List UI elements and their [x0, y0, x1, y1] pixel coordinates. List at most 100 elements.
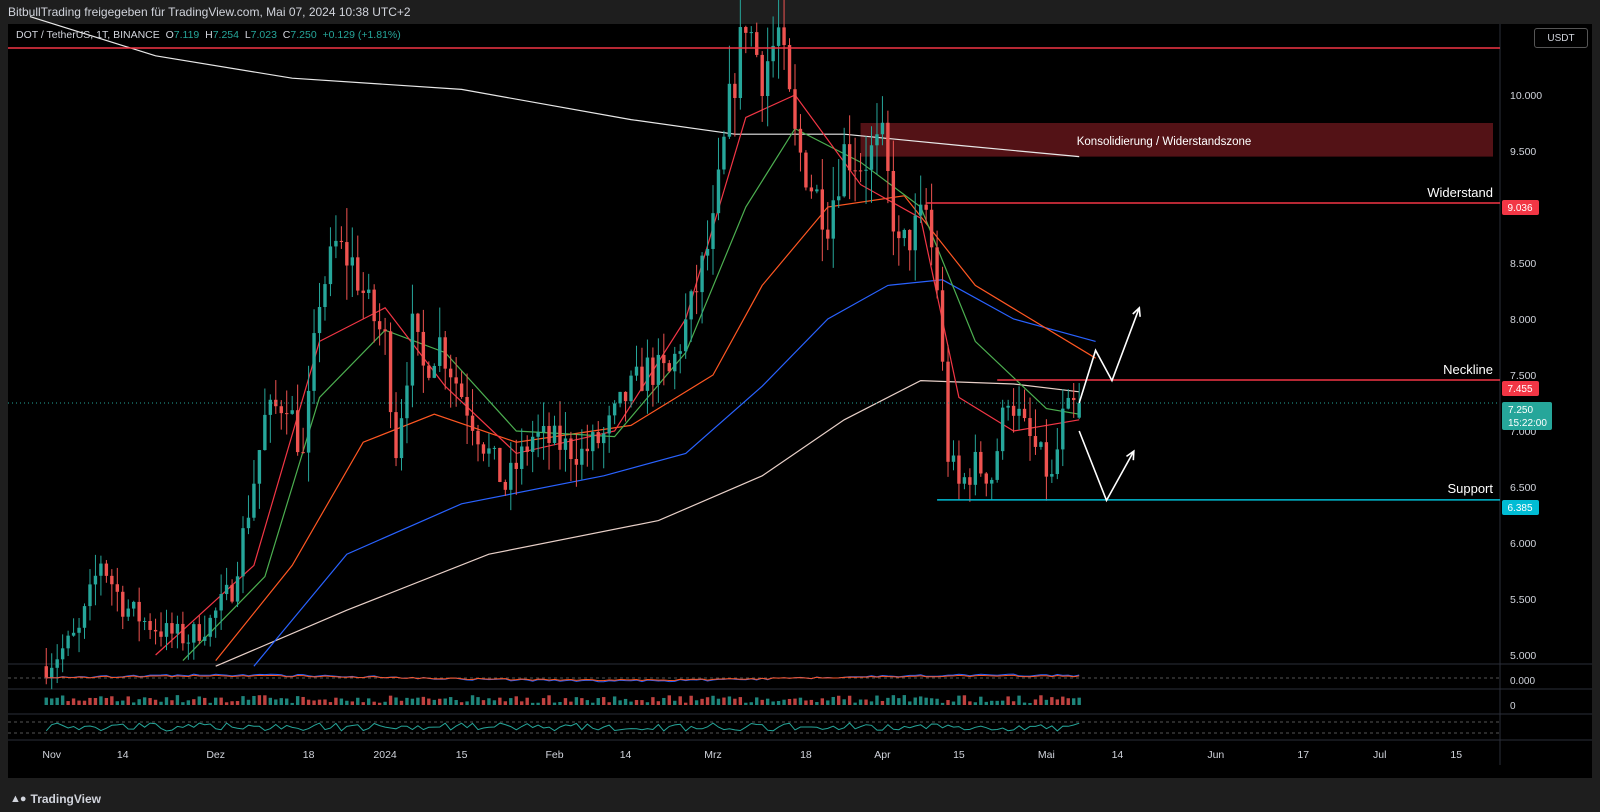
candle-body [634, 366, 639, 376]
candle [1061, 389, 1065, 467]
candle-body [263, 414, 267, 451]
candle-body [224, 584, 229, 595]
candle-body [44, 666, 48, 679]
candle [738, 0, 743, 110]
candle [820, 159, 825, 262]
candle [416, 312, 420, 356]
y-tick-label: 6.500 [1510, 482, 1536, 494]
candle [121, 585, 125, 630]
oscillator-bar [929, 698, 934, 705]
oscillator-bar [951, 701, 956, 705]
candle [536, 414, 540, 458]
oscillator-bar [776, 700, 781, 705]
oscillator-bar [940, 702, 945, 705]
candle-body [858, 170, 863, 172]
y-tick-label: 5.500 [1510, 594, 1536, 606]
oscillator-bar [722, 697, 726, 705]
oscillator-bar [530, 702, 535, 705]
oscillator-bar [481, 700, 486, 705]
candle [328, 227, 333, 297]
y-tick-label: 5.000 [1510, 650, 1536, 662]
candle [656, 338, 661, 403]
oscillator-bar [350, 701, 355, 705]
symbol-legend[interactable]: DOT / TetherUS, 1T, BINANCE O7.119 H7.25… [16, 29, 401, 41]
low-value: 7.023 [250, 29, 277, 41]
candle [481, 442, 486, 462]
candle-body [197, 624, 201, 641]
candle-body [897, 231, 901, 239]
candle-body [104, 563, 109, 576]
candle [50, 653, 54, 690]
candle-body [1033, 436, 1038, 447]
oscillator-bar [1077, 697, 1081, 705]
candle [558, 401, 562, 470]
oscillator-bar [99, 696, 103, 705]
candle [186, 634, 191, 660]
candle [104, 560, 109, 583]
oscillator-bar [503, 701, 508, 705]
oscillator-bar [115, 701, 119, 705]
oscillator-bar [651, 697, 655, 705]
svg-text:7.250: 7.250 [1508, 405, 1533, 416]
oscillator-bar [394, 697, 398, 705]
candle [274, 380, 278, 414]
oscillator-bar [137, 699, 141, 705]
footer: ▲● TradingView [0, 788, 1600, 812]
candle-body [705, 248, 710, 256]
currency-button[interactable]: USDT [1534, 28, 1588, 48]
candle [847, 115, 852, 200]
candle-body [487, 448, 491, 454]
candle-body [837, 196, 841, 201]
moving-average-line [155, 94, 1080, 656]
candle [219, 574, 223, 630]
oscillator-bar [738, 697, 743, 705]
oscillator-bar [831, 696, 835, 705]
candle-body [279, 406, 283, 414]
candle-body [771, 45, 775, 62]
candle [629, 370, 633, 408]
oscillator-bar [279, 698, 283, 705]
candle-body [738, 27, 743, 99]
oscillator-bar [520, 701, 524, 705]
candle [913, 193, 917, 281]
candle [574, 433, 579, 487]
oscillator-bar [656, 701, 661, 705]
oscillator-bar [875, 695, 879, 705]
oscillator-bar [809, 699, 814, 705]
candle-body [388, 331, 393, 413]
candle [170, 612, 174, 648]
oscillator-bar [787, 698, 792, 705]
candle-body [306, 390, 311, 453]
candle [230, 579, 234, 604]
oscillator-bar [634, 700, 639, 705]
candle-body [367, 289, 371, 293]
x-tick-label: Apr [874, 749, 891, 761]
candle-body [853, 170, 857, 172]
candle-body [864, 169, 868, 171]
candle [853, 137, 857, 202]
oscillator-bar [591, 702, 595, 705]
candle [875, 103, 879, 175]
candle [421, 309, 426, 393]
candle [689, 289, 693, 342]
oscillator-bar [377, 702, 382, 705]
tradingview-brand[interactable]: ▲● TradingView [10, 792, 101, 806]
candle-body [908, 229, 912, 251]
oscillator-bar [399, 700, 404, 705]
oscillator-bar [77, 700, 81, 705]
oscillator-bar [170, 700, 174, 705]
oscillator-bar [1039, 695, 1043, 705]
candle-body [509, 462, 513, 490]
x-tick-label: 15 [456, 749, 468, 761]
candle-body [765, 61, 770, 97]
oscillator-bar [1011, 701, 1016, 705]
candle-body [990, 479, 994, 484]
candle-body [744, 27, 748, 33]
candle-body [826, 229, 830, 239]
oscillator-bar [421, 696, 426, 705]
candle [749, 26, 753, 47]
candle [908, 229, 912, 271]
oscillator-bar [317, 699, 322, 705]
candle-body [399, 418, 404, 459]
